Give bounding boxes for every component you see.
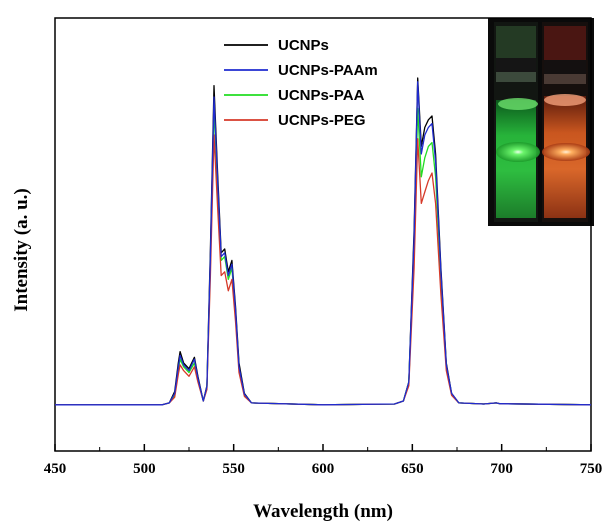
inset-photo xyxy=(488,18,594,226)
x-axis-title: Wavelength (nm) xyxy=(253,501,393,522)
x-tick-label: 450 xyxy=(44,461,67,477)
legend-label: UCNPs xyxy=(278,37,329,54)
x-tick-label: 600 xyxy=(312,461,335,477)
legend-label: UCNPs-PAA xyxy=(278,87,365,104)
series-line-ucnps-paam xyxy=(55,81,592,406)
x-tick-label: 550 xyxy=(222,461,245,477)
x-tick-label: 650 xyxy=(401,461,424,477)
x-tick-label: 500 xyxy=(133,461,156,477)
legend-label: UCNPs-PEG xyxy=(278,112,366,129)
y-axis-title: Intensity (a. u.) xyxy=(11,188,32,312)
series-line-ucnps-peg xyxy=(55,134,592,406)
x-tick-label: 750 xyxy=(580,461,603,477)
legend-label: UCNPs-PAAm xyxy=(278,62,378,79)
x-tick-label: 700 xyxy=(490,461,513,477)
